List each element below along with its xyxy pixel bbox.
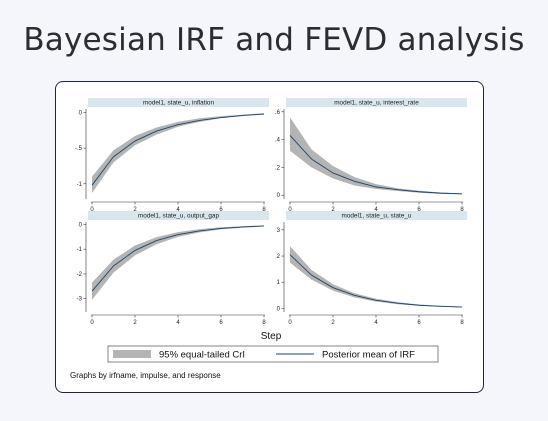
credible-band: [290, 246, 462, 308]
panel-strip: [88, 98, 269, 107]
y-tick-label: -1: [77, 182, 83, 188]
x-tick-label: 0: [90, 207, 94, 213]
legend-box: [107, 345, 439, 363]
chart-card: model1, state_u, inflation 0 -.5 -1 0 2 4 6 8 mod…: [55, 81, 484, 393]
y-tick-label: 0: [79, 222, 83, 228]
x-tick-label: 4: [374, 320, 378, 326]
x-tick-label: 4: [374, 207, 378, 213]
posterior-mean-line: [91, 225, 265, 292]
x-tick-label: 2: [331, 207, 335, 213]
y-tick-label: -3: [77, 297, 83, 303]
y-tick-label: 0: [277, 193, 281, 199]
y-tick-label: -.5: [75, 146, 83, 152]
x-tick-label: 6: [417, 207, 421, 213]
x-tick-label: 6: [219, 207, 223, 213]
panel-strip: [286, 98, 467, 107]
panel-title: model1, state_u, state_u: [342, 213, 412, 220]
x-tick-label: 2: [133, 320, 137, 326]
y-tick-label: -2: [77, 272, 83, 278]
x-tick-label: 8: [460, 207, 464, 213]
x-tick-label: 0: [288, 207, 292, 213]
x-tick-label: 4: [176, 207, 180, 213]
y-tick-label: .2: [275, 165, 281, 171]
irf-panel-2: model1, state_u, interest_rate 0 .2 .4 .6 0 2 4…: [275, 98, 467, 213]
legend-band-swatch: [113, 350, 151, 358]
panel-title: model1, state_u, output_gap: [138, 213, 219, 220]
x-tick-label: 0: [90, 320, 94, 326]
x-tick-label: 6: [417, 320, 421, 326]
y-tick-label: -1: [77, 247, 83, 253]
x-axis-title: Step: [261, 331, 282, 342]
x-tick-label: 0: [288, 320, 292, 326]
slide-title: Bayesian IRF and FEVD analysis: [23, 22, 525, 58]
y-tick-label: 0: [79, 111, 83, 117]
x-tick-label: 2: [133, 207, 137, 213]
legend-line-label: Posterior mean of IRF: [322, 350, 415, 361]
irf-panel-1: model1, state_u, inflation 0 -.5 -1 0 2 4 6 8: [75, 98, 269, 213]
panel-strip: [88, 211, 269, 220]
legend: 95% equal-tailed CrI Posterior mean of IR…: [107, 345, 439, 363]
credible-band: [290, 117, 462, 195]
x-tick-label: 8: [262, 207, 266, 213]
irf-panel-3: model1, state_u, output_gap 0 -1 -2 -3 0 2 4 6 8: [77, 211, 269, 326]
y-tick-label: 1: [277, 280, 281, 286]
y-tick-label: 2: [277, 254, 281, 260]
y-tick-label: .4: [275, 138, 281, 144]
panel-title: model1, state_u, inflation: [143, 100, 214, 107]
x-tick-label: 8: [460, 320, 464, 326]
panel-title: model1, state_u, interest_rate: [334, 100, 419, 107]
x-tick-label: 2: [331, 320, 335, 326]
legend-band-label: 95% equal-tailed CrI: [159, 350, 245, 361]
y-tick-label: 3: [277, 228, 281, 234]
y-tick-label: 0: [277, 306, 281, 312]
x-tick-label: 6: [219, 320, 223, 326]
posterior-mean-line: [91, 113, 265, 186]
panel-strip: [286, 211, 467, 220]
x-tick-label: 8: [262, 320, 266, 326]
posterior-mean-line: [289, 254, 463, 308]
graph-note: Graphs by irfname, impulse, and response: [70, 371, 221, 380]
x-tick-label: 4: [176, 320, 180, 326]
irf-panel-4: model1, state_u, state_u 0 1 2 3 0 2 4 6 8: [277, 211, 467, 326]
posterior-mean-line: [289, 135, 463, 195]
y-tick-label: .6: [275, 110, 281, 116]
